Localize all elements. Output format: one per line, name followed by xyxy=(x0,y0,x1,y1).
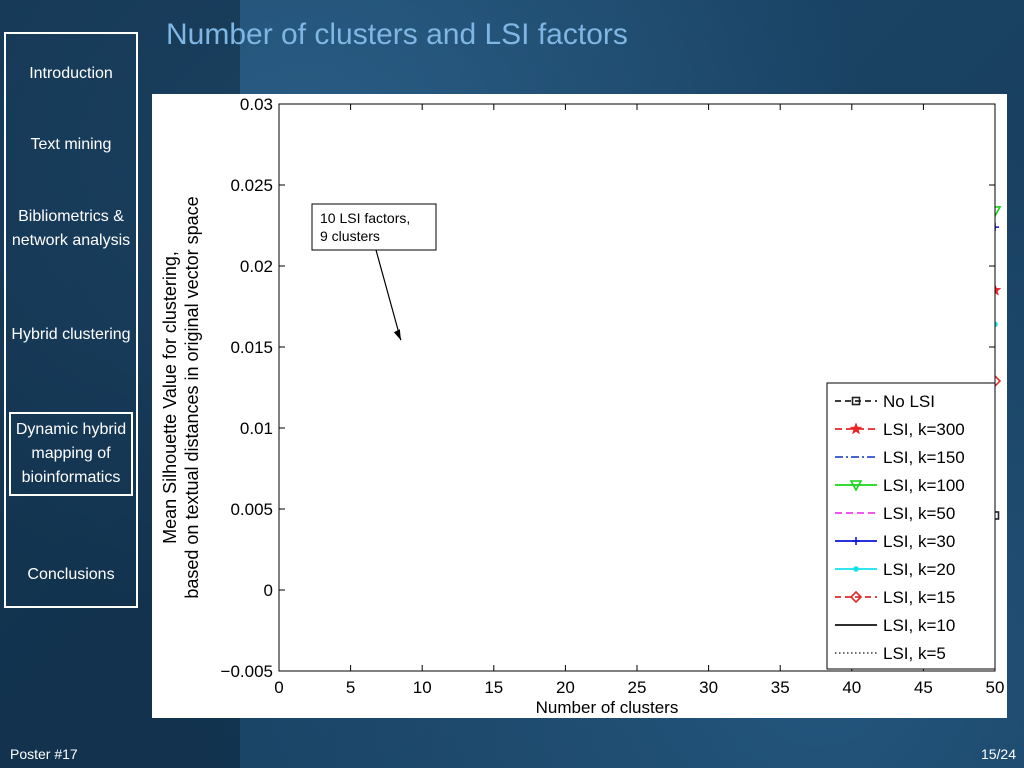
x-tick-label: 30 xyxy=(699,678,718,697)
chart-panel: 0 5 10 15 20 25 30 35 40 45 50 −0.005 0 0.005 0.01 0.01… xyxy=(152,94,1007,718)
legend-label: LSI, k=50 xyxy=(883,504,955,523)
x-tick-label: 15 xyxy=(484,678,503,697)
legend-entry: LSI, k=20 xyxy=(835,560,955,579)
y-axis-label: Mean Silhouette Value for clustering, bas… xyxy=(160,196,202,598)
annotation-text: 10 LSI factors, xyxy=(320,210,410,226)
data-point xyxy=(849,590,863,604)
legend-label: LSI, k=10 xyxy=(883,616,955,635)
legend-label: LSI, k=20 xyxy=(883,560,955,579)
annotation: 10 LSI factors, 9 clusters xyxy=(311,203,437,341)
data-point xyxy=(853,566,859,572)
legend: No LSI LSI, k=300 LSI, k=150 LSI, k=100 LSI,… xyxy=(826,382,996,670)
legend-label: LSI, k=300 xyxy=(883,420,965,439)
data-point xyxy=(851,396,861,406)
y-tick-label: 0.03 xyxy=(240,95,273,114)
legend-label: LSI, k=15 xyxy=(883,588,955,607)
x-tick-label: 20 xyxy=(556,678,575,697)
y-tick-label: 0.015 xyxy=(230,338,273,357)
legend-label: LSI, k=100 xyxy=(883,476,965,495)
x-axis-label: Number of clusters xyxy=(536,698,679,717)
y-tick-label: 0.02 xyxy=(240,257,273,276)
nav-item-conclusions[interactable]: Conclusions xyxy=(27,566,115,583)
x-tick-label: 25 xyxy=(628,678,647,697)
y-axis-label-line: Mean Silhouette Value for clustering, xyxy=(160,251,180,544)
nav-item-text-mining[interactable]: Text mining xyxy=(30,136,112,153)
annotation-box xyxy=(311,203,437,251)
x-tick-label: 0 xyxy=(274,678,283,697)
slide-title: Number of clusters and LSI factors xyxy=(166,18,628,51)
legend-label: LSI, k=30 xyxy=(883,532,955,551)
legend-label: No LSI xyxy=(883,392,935,411)
y-tick-label: 0 xyxy=(264,581,273,600)
nav-item-introduction[interactable]: Introduction xyxy=(29,65,113,82)
legend-label: LSI, k=5 xyxy=(883,644,946,663)
nav-item-bibliometrics[interactable]: Bibliometrics & network analysis xyxy=(11,208,131,249)
nav-item-hybrid-clustering[interactable]: Hybrid clustering xyxy=(11,326,131,343)
legend-entry: LSI, k=150 xyxy=(835,448,965,467)
silhouette-line-chart: 0 5 10 15 20 25 30 35 40 45 50−0.00500.0050.010.01… xyxy=(160,95,1005,717)
legend-entry: LSI, k=300 xyxy=(835,420,965,439)
y-tick-label: 0.005 xyxy=(230,500,273,519)
y-tick-label: 0.025 xyxy=(230,176,273,195)
data-point xyxy=(849,422,863,435)
x-tick-label: 35 xyxy=(771,678,790,697)
legend-entry: LSI, k=5 xyxy=(835,644,946,663)
annotation-arrowhead xyxy=(393,329,401,341)
poster-number: Poster #17 xyxy=(10,746,78,762)
x-tick-label: 10 xyxy=(413,678,432,697)
page-number: 15/24 xyxy=(980,746,1016,762)
legend-entry: LSI, k=100 xyxy=(835,476,965,495)
legend-label: LSI, k=150 xyxy=(883,448,965,467)
x-tick-label: 5 xyxy=(346,678,355,697)
section-nav-panel: Introduction Text mining Bibliometrics &… xyxy=(4,32,138,608)
y-tick-label: 0.01 xyxy=(240,419,273,438)
nav-item-dynamic-hybrid-mapping[interactable]: Dynamic hybrid mapping of bioinformatics xyxy=(9,412,133,496)
legend-entry: LSI, k=30 xyxy=(835,532,955,551)
legend-entry: LSI, k=50 xyxy=(835,504,955,523)
x-tick-label: 50 xyxy=(986,678,1005,697)
annotation-text: 9 clusters xyxy=(320,228,380,244)
legend-entry: LSI, k=10 xyxy=(835,616,955,635)
y-axis-label-line: based on textual distances in original v… xyxy=(182,196,202,598)
data-point xyxy=(852,537,860,545)
legend-entry: LSI, k=15 xyxy=(835,588,955,607)
y-tick-label: −0.005 xyxy=(221,662,273,681)
x-tick-label: 40 xyxy=(842,678,861,697)
legend-entry: No LSI xyxy=(835,392,935,411)
data-point xyxy=(849,480,863,492)
x-tick-label: 45 xyxy=(914,678,933,697)
annotation-arrow xyxy=(375,249,402,341)
